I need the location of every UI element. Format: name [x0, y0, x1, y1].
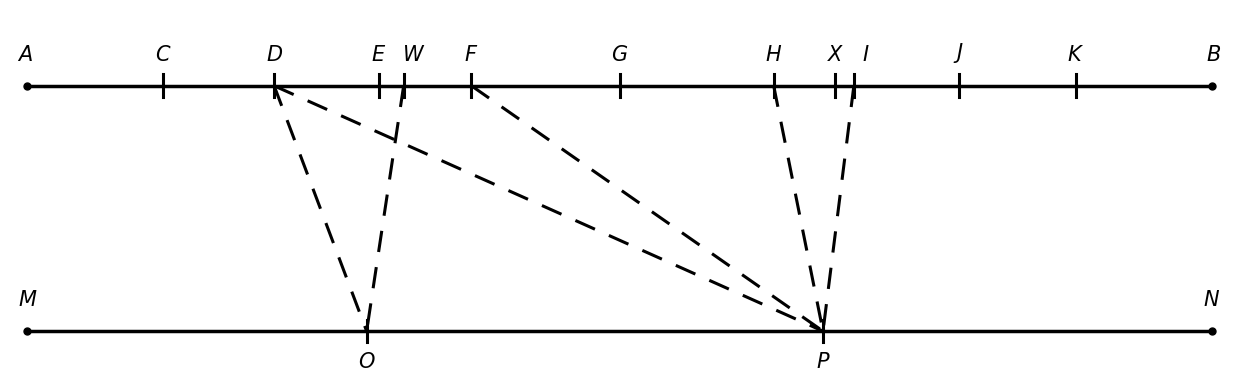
Text: $P$: $P$	[815, 352, 830, 372]
Text: $N$: $N$	[1203, 290, 1220, 310]
Text: $M$: $M$	[17, 290, 37, 310]
Text: $A$: $A$	[17, 45, 33, 65]
Text: $B$: $B$	[1207, 45, 1222, 65]
Text: $E$: $E$	[372, 45, 387, 65]
Text: $O$: $O$	[358, 352, 375, 372]
Text: $F$: $F$	[465, 45, 478, 65]
Text: $K$: $K$	[1067, 45, 1084, 65]
Text: $D$: $D$	[265, 45, 282, 65]
Text: $H$: $H$	[766, 45, 782, 65]
Text: $I$: $I$	[862, 45, 870, 65]
Text: $C$: $C$	[155, 45, 171, 65]
Text: $X$: $X$	[826, 45, 844, 65]
Text: $W$: $W$	[401, 45, 425, 65]
Text: $G$: $G$	[611, 45, 628, 65]
Text: $J$: $J$	[953, 41, 964, 65]
